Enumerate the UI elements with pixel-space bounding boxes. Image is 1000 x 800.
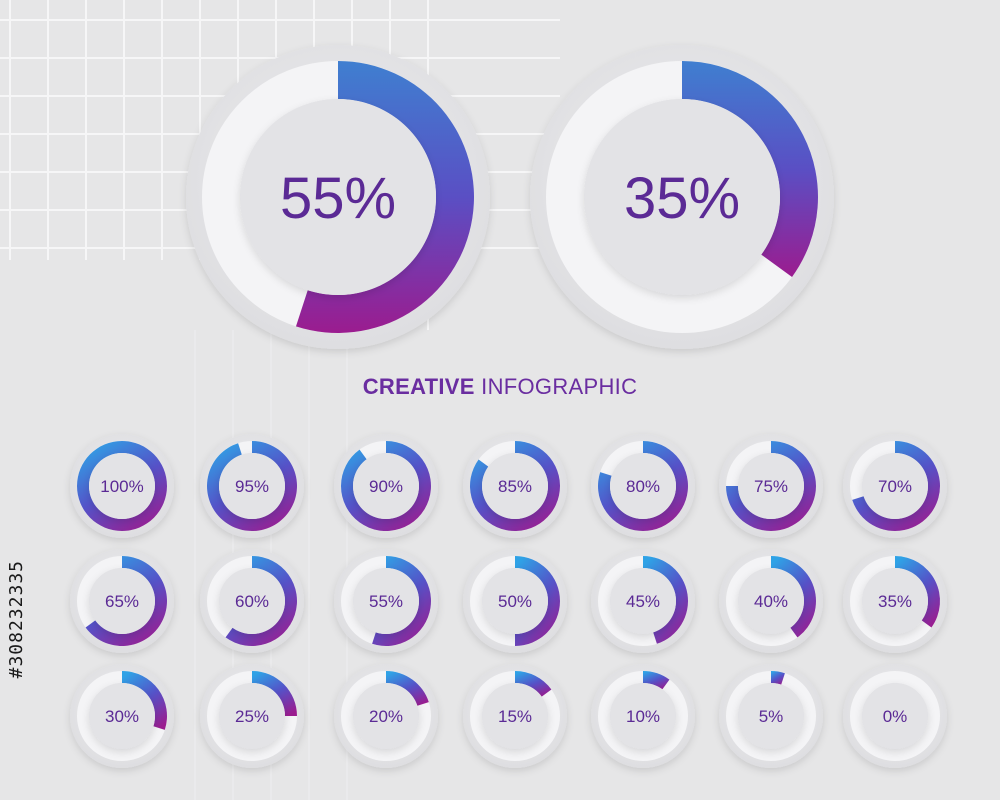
- donut-value-arc: [295, 61, 475, 334]
- small-donut-charts: 100% 95% 90% 85% 80% 75% 70% 65% 60% 55% 50% 45% 40%…: [70, 434, 947, 768]
- title-light-word: INFOGRAPHIC: [481, 374, 638, 399]
- donut-track: [850, 671, 940, 761]
- donut-chart-small-70: 70%: [843, 434, 947, 538]
- donut-center: [862, 683, 928, 749]
- title-bold-word: CREATIVE: [362, 374, 475, 399]
- donut-center: [862, 568, 928, 634]
- donut-percent-label: 80%: [626, 477, 660, 496]
- donut-percent-label: 55%: [280, 166, 396, 231]
- donut-center: [862, 453, 928, 519]
- donut-percent-label: 100%: [100, 477, 143, 496]
- donut-center: [240, 99, 436, 295]
- donut-percent-label: 40%: [754, 592, 788, 611]
- donut-center: [89, 453, 155, 519]
- large-donut-charts: 55% 35%: [186, 45, 834, 349]
- donut-chart-small-0: 0%: [843, 664, 947, 768]
- donut-percent-label: 70%: [878, 477, 912, 496]
- side-stock-id: #308232335: [6, 560, 27, 679]
- donut-chart-small-100: 100%: [70, 434, 174, 538]
- donut-center: [89, 683, 155, 749]
- donut-chart-small-25: 25%: [200, 664, 304, 768]
- donut-center: [738, 568, 804, 634]
- donut-chart-large-35: 35%: [530, 45, 834, 349]
- donut-center: [353, 683, 419, 749]
- donut-chart-large-55: 55%: [186, 45, 490, 349]
- donut-chart-small-45: 45%: [591, 549, 695, 653]
- donut-chart-small-50: 50%: [463, 549, 567, 653]
- donut-value-arc: [122, 671, 167, 730]
- donut-chart-small-20: 20%: [334, 664, 438, 768]
- infographic-title: CREATIVE INFOGRAPHIC: [0, 374, 1000, 400]
- donut-center: [738, 683, 804, 749]
- donut-center: [482, 683, 548, 749]
- donut-chart-small-85: 85%: [463, 434, 567, 538]
- donut-chart-small-75: 75%: [719, 434, 823, 538]
- donut-percent-label: 75%: [754, 477, 788, 496]
- donut-center: [353, 453, 419, 519]
- donut-value-arc: [771, 555, 817, 638]
- donut-center: [219, 683, 285, 749]
- donut-percent-label: 35%: [878, 592, 912, 611]
- donut-center: [219, 453, 285, 519]
- donut-value-arc: [771, 671, 785, 685]
- donut-percent-label: 90%: [369, 477, 403, 496]
- donut-chart-small-10: 10%: [591, 664, 695, 768]
- donut-value-arc: [895, 556, 941, 628]
- donut-chart-small-90: 90%: [334, 434, 438, 538]
- donut-percent-label: 50%: [498, 592, 532, 611]
- donut-center: [482, 568, 548, 634]
- donut-center: [610, 453, 676, 519]
- donut-center: [584, 99, 780, 295]
- donut-percent-label: 35%: [624, 166, 740, 231]
- donut-percent-label: 15%: [498, 707, 532, 726]
- donut-center: [89, 568, 155, 634]
- donut-chart-small-60: 60%: [200, 549, 304, 653]
- donut-chart-small-65: 65%: [70, 549, 174, 653]
- donut-value-arc: [515, 556, 560, 646]
- donut-center: [610, 683, 676, 749]
- donut-percent-label: 55%: [369, 592, 403, 611]
- donut-center: [610, 568, 676, 634]
- donut-percent-label: 0%: [883, 707, 908, 726]
- donut-percent-label: 25%: [235, 707, 269, 726]
- donut-chart-small-5: 5%: [719, 664, 823, 768]
- donut-percent-label: 5%: [759, 707, 784, 726]
- donut-value-arc: [643, 671, 670, 690]
- donut-center: [738, 453, 804, 519]
- donut-value-arc: [85, 556, 168, 647]
- donut-center: [482, 453, 548, 519]
- donut-percent-label: 20%: [369, 707, 403, 726]
- donut-value-arc: [225, 556, 297, 646]
- donut-value-arc: [386, 671, 429, 706]
- donut-percent-label: 65%: [105, 592, 139, 611]
- donut-chart-small-55: 55%: [334, 549, 438, 653]
- donut-value-arc: [643, 556, 688, 644]
- donut-chart-small-40: 40%: [719, 549, 823, 653]
- donut-chart-small-15: 15%: [463, 664, 567, 768]
- donut-value-arc: [682, 61, 818, 277]
- donut-chart-small-95: 95%: [200, 434, 304, 538]
- donut-center: [219, 568, 285, 634]
- donut-percent-label: 60%: [235, 592, 269, 611]
- donut-chart-small-35: 35%: [843, 549, 947, 653]
- donut-percent-label: 10%: [626, 707, 660, 726]
- donut-chart-small-30: 30%: [70, 664, 174, 768]
- donut-center: [353, 568, 419, 634]
- donut-value-arc: [515, 671, 552, 697]
- donut-value-arc: [372, 556, 431, 646]
- donut-percent-label: 85%: [498, 477, 532, 496]
- donut-value-arc: [252, 671, 297, 716]
- donut-percent-label: 95%: [235, 477, 269, 496]
- donut-percent-label: 30%: [105, 707, 139, 726]
- donut-percent-label: 45%: [626, 592, 660, 611]
- donut-chart-small-80: 80%: [591, 434, 695, 538]
